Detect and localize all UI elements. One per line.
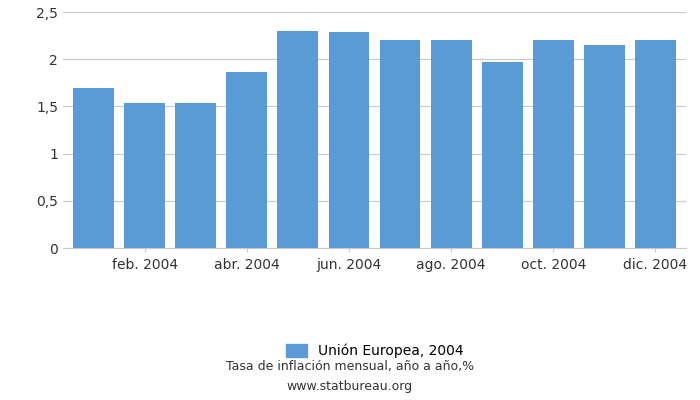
Bar [533,40,574,248]
Bar [175,103,216,248]
Bar [125,103,165,248]
Text: www.statbureau.org: www.statbureau.org [287,380,413,393]
Bar [379,40,421,248]
Text: Tasa de inflación mensual, año a año,%: Tasa de inflación mensual, año a año,% [226,360,474,373]
Bar [74,88,114,248]
Bar [328,32,370,248]
Bar [584,45,624,248]
Bar [482,62,523,248]
Bar [430,40,472,248]
Bar [635,40,675,248]
Bar [226,72,267,248]
Legend: Unión Europea, 2004: Unión Europea, 2004 [280,338,469,364]
Bar [277,31,318,248]
